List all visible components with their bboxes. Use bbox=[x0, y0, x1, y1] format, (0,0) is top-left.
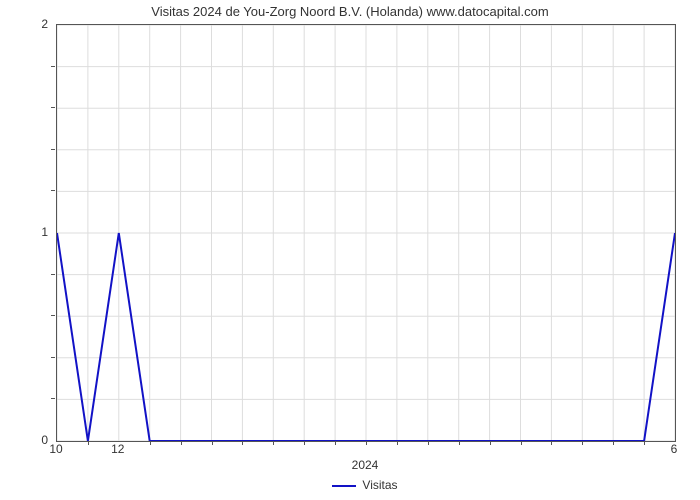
x-minor-tick bbox=[273, 441, 274, 445]
y-minor-tick bbox=[51, 149, 55, 150]
x-minor-tick bbox=[428, 441, 429, 445]
x-minor-tick bbox=[644, 441, 645, 445]
y-minor-tick bbox=[51, 315, 55, 316]
y-minor-tick bbox=[51, 357, 55, 358]
x-tick-label: 12 bbox=[111, 442, 124, 456]
x-minor-tick bbox=[366, 441, 367, 445]
x-minor-tick bbox=[304, 441, 305, 445]
y-minor-tick bbox=[51, 398, 55, 399]
x-minor-tick bbox=[242, 441, 243, 445]
y-minor-tick bbox=[51, 274, 55, 275]
series-line bbox=[57, 25, 675, 441]
x-minor-tick bbox=[521, 441, 522, 445]
line-chart: Visitas 2024 de You-Zorg Noord B.V. (Hol… bbox=[0, 0, 700, 500]
x-axis-label: 2024 bbox=[56, 458, 674, 472]
legend-swatch bbox=[332, 485, 356, 487]
x-minor-tick bbox=[335, 441, 336, 445]
y-tick-label: 2 bbox=[41, 17, 48, 31]
legend: Visitas bbox=[56, 478, 674, 492]
x-minor-tick bbox=[582, 441, 583, 445]
x-minor-tick bbox=[459, 441, 460, 445]
x-tick-label: 10 bbox=[49, 442, 62, 456]
x-minor-tick bbox=[551, 441, 552, 445]
plot-area bbox=[56, 24, 676, 442]
legend-label: Visitas bbox=[362, 478, 397, 492]
y-tick-label: 1 bbox=[41, 225, 48, 239]
x-minor-tick bbox=[88, 441, 89, 445]
y-tick-label: 0 bbox=[41, 433, 48, 447]
chart-title: Visitas 2024 de You-Zorg Noord B.V. (Hol… bbox=[0, 4, 700, 19]
y-minor-tick bbox=[51, 190, 55, 191]
x-minor-tick bbox=[397, 441, 398, 445]
y-minor-tick bbox=[51, 66, 55, 67]
x-minor-tick bbox=[613, 441, 614, 445]
x-minor-tick bbox=[212, 441, 213, 445]
x-tick-label: 6 bbox=[671, 442, 678, 456]
x-minor-tick bbox=[150, 441, 151, 445]
y-axis-ticks: 012 bbox=[0, 24, 48, 440]
x-minor-tick bbox=[490, 441, 491, 445]
x-minor-tick bbox=[181, 441, 182, 445]
y-minor-tick bbox=[51, 107, 55, 108]
